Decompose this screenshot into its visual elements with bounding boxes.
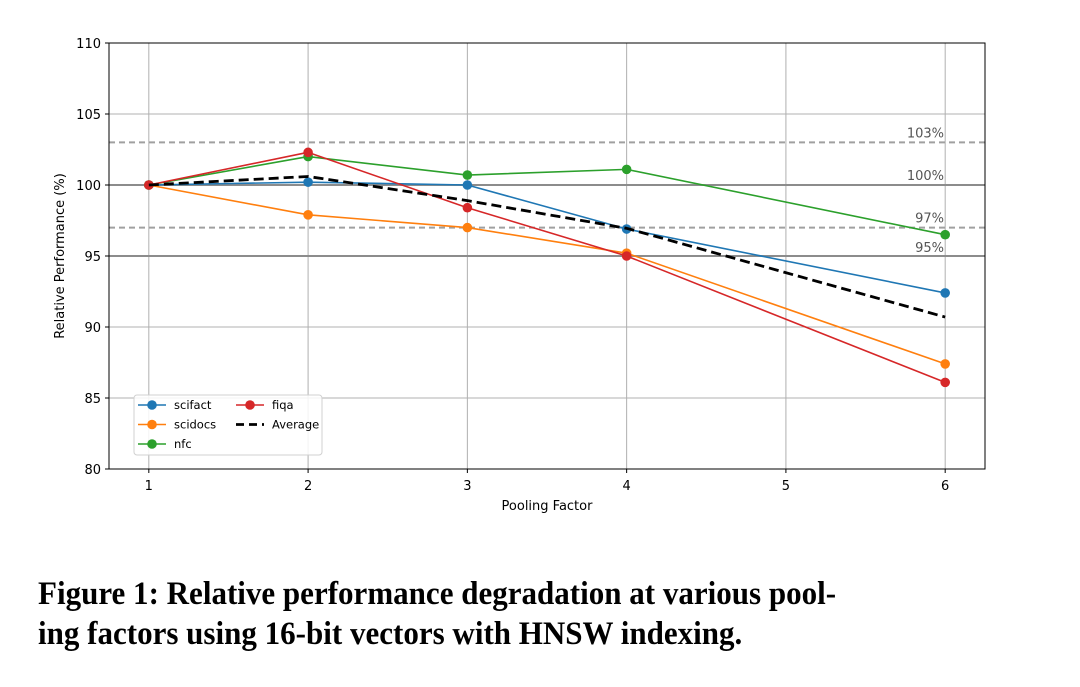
legend-swatch-marker [147,419,157,430]
series-line-average [148,175,946,319]
caption-line-2: ing factors using 16-bit vectors with HN… [38,616,743,652]
data-point-fiqa [462,202,473,213]
reference-label-100: 100% [907,169,944,184]
data-point-scifact [462,180,473,190]
x-tick-label: 6 [941,479,949,494]
series-line-nfc [148,155,946,236]
series-layer [144,147,950,388]
x-axis-label: Pooling Factor [502,499,594,514]
data-point-fiqa [621,251,632,261]
legend-label: fiqa [272,398,294,412]
reference-label-97: 97% [915,212,944,227]
legend-label: Average [272,418,319,432]
x-tick-label: 5 [782,479,790,494]
y-axis-ticks: 80 85 90 95 100 105 110 [76,37,109,478]
legend-label: scifact [174,398,212,412]
y-tick-label: 95 [84,250,101,265]
data-point-nfc [940,229,950,240]
data-point-scidocs [940,359,950,369]
y-tick-label: 105 [76,108,101,123]
legend-swatch-marker [147,400,157,410]
legend: scifact scidocs nfc fiqa Average [133,394,323,456]
legend-label: nfc [174,437,192,451]
x-tick-label: 2 [304,479,312,494]
legend-item-fiqa: fiqa [236,398,294,412]
reference-lines: 103% 100% 97% 95% [109,126,985,257]
data-point-fiqa [940,377,950,388]
data-point-scidocs [303,210,313,220]
legend-item-scidocs: scidocs [138,418,216,432]
legend-swatch-marker [245,400,255,410]
data-point-scifact [303,177,313,187]
y-tick-label: 110 [76,37,101,52]
legend-box [133,394,323,456]
figure-caption: Figure 1: Relative performance degradati… [38,574,997,654]
legend-item-nfc: nfc [138,437,192,451]
legend-swatch-marker [147,439,157,449]
data-point-nfc [462,170,473,180]
y-tick-label: 90 [84,321,101,336]
y-tick-label: 85 [84,392,101,407]
data-point-scidocs [462,222,473,233]
reference-label-103: 103% [907,126,944,141]
x-axis-ticks: 1 2 3 4 5 6 [145,469,949,494]
data-point-scifact [940,288,950,298]
series-line-scidocs [148,184,946,365]
y-tick-label: 80 [84,463,101,478]
legend-item-scifact: scifact [138,398,212,412]
data-point-fiqa [303,147,313,158]
series-line-scifact [148,181,946,294]
y-tick-label: 100 [76,179,101,194]
y-axis-label: Relative Performance (%) [53,173,68,339]
x-tick-label: 4 [622,479,630,494]
x-tick-label: 3 [463,479,471,494]
data-point-nfc [621,164,632,175]
reference-label-95: 95% [915,241,944,256]
series-line-fiqa [148,151,946,384]
legend-item-average: Average [236,418,319,432]
legend-label: scidocs [174,418,216,432]
x-tick-label: 1 [145,479,153,494]
caption-line-1: Figure 1: Relative performance degradati… [38,576,837,612]
